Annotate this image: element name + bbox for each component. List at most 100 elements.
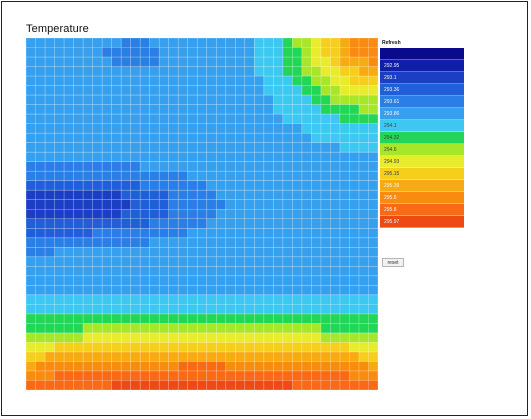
- heatmap-cell: [121, 152, 131, 162]
- heatmap-cell: [292, 161, 302, 172]
- heatmap-cell: [45, 47, 55, 58]
- heatmap-cell: [111, 47, 122, 58]
- heatmap-cell: [254, 47, 264, 58]
- heatmap-cell: [149, 38, 160, 48]
- heatmap-cell: [263, 237, 274, 248]
- heatmap-cell: [102, 114, 112, 124]
- heatmap-cell: [83, 370, 93, 381]
- heatmap-cell: [92, 237, 103, 248]
- heatmap-cell: [45, 190, 55, 200]
- heatmap-cell: [292, 66, 302, 77]
- heatmap-cell: [187, 104, 198, 115]
- heatmap-cell: [92, 57, 103, 67]
- heatmap-cell: [26, 76, 36, 86]
- heatmap-cell: [64, 66, 74, 77]
- heatmap-cell: [282, 218, 293, 229]
- heatmap-cell: [349, 247, 360, 257]
- heatmap-cell: [168, 247, 179, 257]
- legend-reset-button[interactable]: reset: [382, 258, 404, 267]
- heatmap-cell: [64, 76, 74, 86]
- heatmap-cell: [178, 294, 188, 305]
- heatmap-cell: [92, 133, 103, 143]
- heatmap-cell: [54, 266, 65, 276]
- heatmap-cell: [273, 332, 283, 343]
- heatmap-cell: [292, 76, 302, 86]
- heatmap-cell: [349, 47, 360, 58]
- heatmap-cell: [273, 342, 283, 352]
- heatmap-cell: [92, 66, 103, 77]
- heatmap-cell: [225, 95, 236, 105]
- heatmap-cell: [235, 171, 245, 181]
- heatmap-cell: [292, 38, 302, 48]
- heatmap-cell: [130, 266, 141, 276]
- heatmap-cell: [301, 199, 312, 210]
- heatmap-cell: [197, 228, 207, 238]
- heatmap-cell: [130, 256, 141, 267]
- heatmap-cell: [149, 161, 160, 172]
- heatmap-cell: [26, 209, 36, 219]
- heatmap-cell: [35, 313, 46, 324]
- heatmap-cell: [178, 114, 188, 124]
- heatmap-cell: [102, 57, 112, 67]
- heatmap-cell: [206, 161, 217, 172]
- heatmap-cell: [26, 370, 36, 381]
- heatmap-cell: [330, 380, 340, 390]
- heatmap-cell: [35, 370, 46, 381]
- heatmap-cell: [311, 351, 321, 362]
- heatmap-cell: [273, 104, 283, 115]
- heatmap-cell: [168, 199, 179, 210]
- heatmap-cell: [216, 85, 226, 96]
- heatmap-cell: [311, 190, 321, 200]
- heatmap-cell: [235, 114, 245, 124]
- heatmap-cell: [92, 161, 103, 172]
- heatmap-cell: [26, 57, 36, 67]
- heatmap-cell: [159, 218, 169, 229]
- heatmap-cell: [121, 95, 131, 105]
- heatmap-cell: [263, 142, 274, 153]
- heatmap-cell: [178, 237, 188, 248]
- heatmap-cell: [197, 370, 207, 381]
- heatmap-cell: [178, 380, 188, 390]
- heatmap-cell: [263, 180, 274, 191]
- heatmap-cell: [197, 294, 207, 305]
- heatmap-cell: [273, 209, 283, 219]
- heatmap-cell: [254, 361, 264, 372]
- heatmap-cell: [301, 123, 312, 134]
- heatmap-cell: [73, 313, 84, 324]
- heatmap-cell: [216, 304, 226, 314]
- heatmap-cell: [339, 237, 350, 248]
- heatmap-cell: [111, 370, 122, 381]
- legend-header[interactable]: Refresh: [382, 40, 401, 46]
- heatmap-cell: [330, 237, 340, 248]
- heatmap-cell: [149, 285, 160, 295]
- heatmap-cell: [64, 199, 74, 210]
- heatmap-cell: [26, 114, 36, 124]
- heatmap-cell: [102, 209, 112, 219]
- heatmap-cell: [197, 171, 207, 181]
- heatmap-cell: [301, 152, 312, 162]
- heatmap-cell: [121, 228, 131, 238]
- heatmap-cell: [149, 228, 160, 238]
- heatmap-cell: [273, 237, 283, 248]
- heatmap-cell: [263, 161, 274, 172]
- heatmap-cell: [92, 342, 103, 352]
- heatmap-cell: [263, 266, 274, 276]
- heatmap-cell: [358, 180, 369, 191]
- heatmap-cell: [73, 323, 84, 333]
- heatmap-cell: [83, 285, 93, 295]
- heatmap-cell: [349, 323, 360, 333]
- heatmap-cell: [273, 218, 283, 229]
- heatmap-cell: [159, 256, 169, 267]
- heatmap-cell: [178, 304, 188, 314]
- heatmap-cell: [73, 351, 84, 362]
- heatmap-cell: [130, 180, 141, 191]
- heatmap-cell: [254, 114, 264, 124]
- heatmap-cell: [339, 266, 350, 276]
- heatmap-cell: [26, 294, 36, 305]
- heatmap-cell: [130, 218, 141, 229]
- heatmap-cell: [311, 380, 321, 390]
- heatmap-cell: [320, 180, 331, 191]
- heatmap-cell: [206, 209, 217, 219]
- heatmap-cell: [45, 247, 55, 257]
- heatmap-cell: [121, 180, 131, 191]
